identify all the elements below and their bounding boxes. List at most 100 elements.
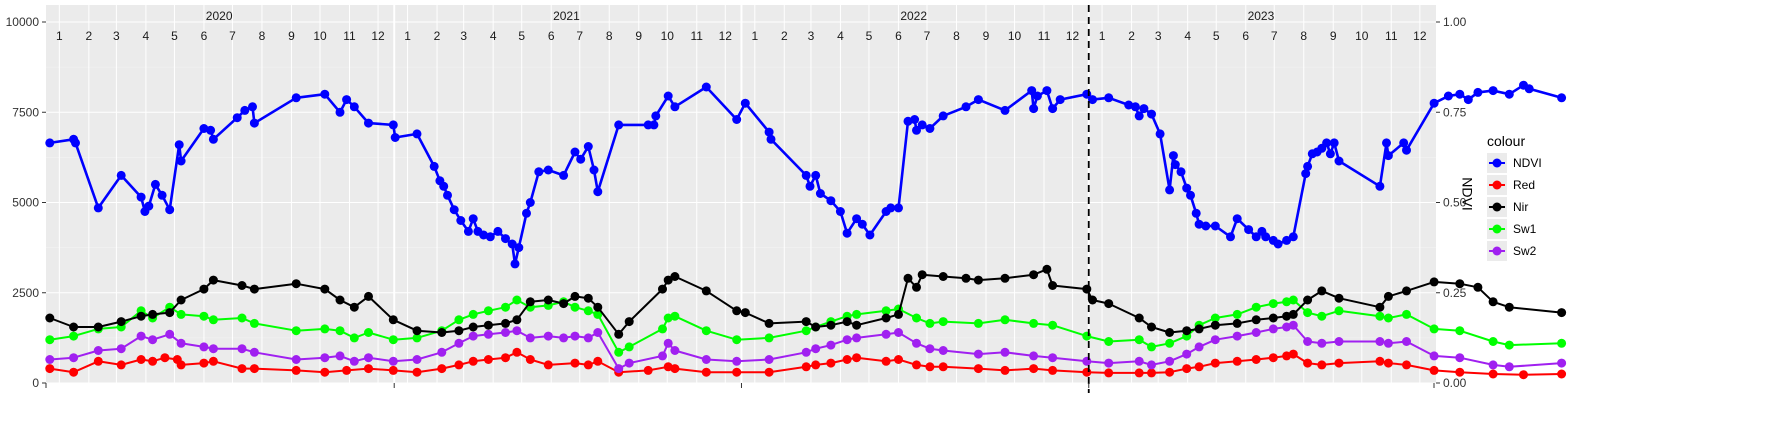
- data-point-red: [93, 356, 103, 366]
- data-point-nir: [663, 275, 673, 285]
- data-point-sw1: [1232, 309, 1242, 319]
- data-point-ndvi: [910, 115, 920, 124]
- data-point-sw1: [1048, 320, 1058, 330]
- data-point-nir: [1504, 302, 1514, 312]
- data-point-sw2: [732, 356, 742, 366]
- data-point-red: [208, 356, 218, 366]
- data-point-ndvi: [1383, 151, 1393, 161]
- month-label: 11: [691, 29, 704, 43]
- data-point-sw1: [1334, 306, 1344, 316]
- data-point-ndvi: [349, 102, 359, 112]
- y-tick-label: 5000: [12, 196, 39, 210]
- data-point-red: [501, 353, 510, 363]
- month-label: 2: [781, 29, 788, 43]
- data-point-sw1: [208, 315, 218, 325]
- legend-label: Sw2: [1513, 244, 1537, 258]
- data-point-sw1: [624, 342, 634, 352]
- data-point-ndvi: [136, 192, 146, 202]
- y2-tick-label: 0.25: [1443, 286, 1467, 300]
- data-point-nir: [208, 275, 218, 285]
- legend-key-point: [1492, 158, 1502, 168]
- data-point-nir: [1383, 291, 1393, 301]
- data-point-nir: [320, 284, 330, 294]
- data-point-nir: [1375, 302, 1385, 312]
- y2-tick-label: 0.00: [1443, 376, 1467, 390]
- data-point-ndvi: [766, 134, 776, 144]
- data-point-sw2: [388, 356, 398, 366]
- data-point-ndvi: [938, 111, 948, 121]
- data-point-ndvi: [1104, 93, 1114, 103]
- data-point-red: [342, 365, 352, 375]
- y-tick-label: 0: [32, 376, 39, 390]
- y2-tick-label: 1.00: [1443, 15, 1467, 29]
- data-point-red: [45, 364, 55, 374]
- data-point-ndvi: [614, 120, 624, 130]
- data-point-ndvi: [144, 201, 154, 211]
- data-point-sw1: [199, 311, 209, 321]
- month-label: 9: [1330, 29, 1337, 43]
- data-point-sw2: [437, 347, 447, 357]
- data-point-ndvi: [649, 120, 659, 130]
- data-point-red: [732, 367, 742, 377]
- legend-item-ndvi: NDVI: [1487, 153, 1542, 173]
- data-point-sw1: [1268, 299, 1278, 309]
- data-point-red: [483, 355, 493, 364]
- grid-lines: [46, 5, 1436, 384]
- data-point-red: [1134, 368, 1144, 378]
- data-point-sw2: [1147, 360, 1156, 370]
- data-point-ndvi: [1155, 129, 1165, 139]
- data-point-sw1: [468, 309, 478, 319]
- x-axis-bottom: [45, 383, 1435, 388]
- data-point-red: [1082, 367, 1092, 377]
- data-point-red: [1048, 365, 1058, 375]
- data-point-red: [1000, 365, 1010, 375]
- data-point-nir: [1000, 273, 1010, 283]
- y2-axis-title: NDVI: [1459, 177, 1475, 210]
- data-point-nir: [1473, 282, 1483, 292]
- data-point-ndvi: [1027, 86, 1037, 96]
- data-point-sw1: [1375, 311, 1385, 321]
- data-point-red: [826, 358, 836, 368]
- data-point-nir: [291, 279, 301, 289]
- data-point-red: [249, 364, 259, 374]
- data-point-sw2: [894, 328, 903, 337]
- data-point-sw2: [468, 331, 478, 341]
- data-point-sw1: [938, 317, 948, 327]
- year-label: 2023: [1248, 9, 1275, 23]
- data-point-nir: [349, 302, 359, 312]
- data-point-sw1: [658, 324, 667, 334]
- data-point-sw2: [1334, 337, 1344, 346]
- data-point-nir: [454, 326, 464, 336]
- data-point-ndvi: [801, 170, 811, 180]
- data-point-ndvi: [1382, 138, 1391, 148]
- data-point-ndvi: [501, 234, 510, 244]
- data-point-ndvi: [961, 102, 971, 112]
- data-point-red: [643, 365, 653, 375]
- data-point-sw1: [1488, 337, 1498, 346]
- month-label: 10: [1355, 29, 1369, 43]
- data-point-ndvi: [1232, 214, 1242, 224]
- data-point-nir: [69, 322, 79, 332]
- data-point-ndvi: [174, 140, 184, 150]
- data-point-sw2: [1303, 337, 1313, 346]
- data-point-red: [237, 364, 247, 374]
- data-point-sw2: [249, 347, 259, 357]
- data-point-nir: [1288, 309, 1298, 319]
- data-point-ndvi: [1130, 102, 1140, 112]
- data-point-red: [199, 358, 209, 368]
- data-point-red: [412, 367, 422, 377]
- month-label: 5: [171, 29, 178, 43]
- data-point-sw2: [208, 344, 218, 354]
- data-point-sw2: [1288, 320, 1298, 330]
- data-point-red: [670, 364, 680, 374]
- data-point-sw1: [364, 328, 373, 337]
- data-point-nir: [1182, 326, 1192, 336]
- data-point-nir: [468, 322, 478, 332]
- month-label: 6: [548, 29, 555, 43]
- data-point-ndvi: [865, 230, 875, 240]
- data-point-ndvi: [894, 203, 903, 213]
- data-point-ndvi: [390, 133, 400, 142]
- data-point-ndvi: [1334, 156, 1344, 166]
- data-point-nir: [136, 311, 146, 321]
- data-point-red: [1251, 355, 1261, 364]
